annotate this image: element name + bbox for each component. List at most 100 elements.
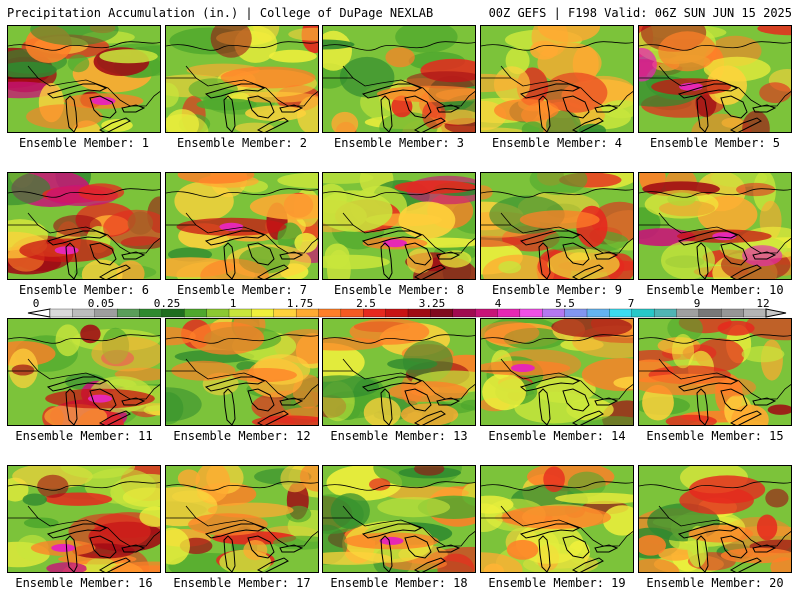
great-lake-outline xyxy=(65,95,78,132)
precip-band xyxy=(220,66,316,89)
border-line xyxy=(481,481,633,491)
great-lake-outline xyxy=(46,83,108,99)
great-lake-outline xyxy=(121,544,146,553)
border-line xyxy=(185,505,197,519)
border-line xyxy=(185,65,197,79)
ensemble-member-label: Ensemble Member: 1 xyxy=(18,136,150,150)
great-lake-outline xyxy=(98,557,131,572)
colorbar-swatch xyxy=(698,308,722,318)
precip-blob xyxy=(171,360,236,381)
precip-blob xyxy=(68,513,151,550)
border-line xyxy=(323,77,475,107)
colorbar-swatch xyxy=(452,308,476,318)
great-lake-outline xyxy=(594,397,619,406)
precip-band xyxy=(519,210,600,230)
ensemble-map-5 xyxy=(638,25,792,133)
precip-blob xyxy=(8,173,51,206)
precip-blob xyxy=(395,26,458,53)
colorbar-tick-label: 0.25 xyxy=(153,297,181,310)
great-lake-outline xyxy=(752,104,777,113)
precip-blob xyxy=(731,404,769,425)
precip-blob xyxy=(67,54,90,73)
colorbar-tick-label: 2.5 xyxy=(356,297,376,310)
colorbar-swatch xyxy=(743,308,767,318)
colorbar-swatch xyxy=(363,308,387,318)
precip-blob xyxy=(555,492,633,504)
precip-blob xyxy=(78,183,125,201)
great-lake-outline xyxy=(696,535,709,572)
great-lake-outline xyxy=(538,95,551,132)
precip-blob xyxy=(543,72,608,113)
ensemble-map-15 xyxy=(638,318,792,426)
great-lake-outline xyxy=(404,95,432,119)
precip-blob xyxy=(8,61,57,79)
great-lake-outline xyxy=(380,388,393,425)
great-lake-outline xyxy=(696,388,709,425)
colorbar-swatch xyxy=(273,308,297,318)
precip-blob xyxy=(658,547,693,561)
great-lake-outline xyxy=(677,523,739,539)
precip-blob xyxy=(601,100,633,119)
colorbar-tick-label: 0 xyxy=(32,297,40,310)
precip-blob xyxy=(437,553,475,572)
precip-blob xyxy=(26,104,103,130)
precip-blob xyxy=(756,514,778,541)
precip-max-core xyxy=(383,239,407,248)
ensemble-member-label: Ensemble Member: 11 xyxy=(15,429,153,443)
border-line xyxy=(8,188,160,198)
precip-blob xyxy=(567,471,606,497)
precip-blob xyxy=(639,47,657,82)
colorbar-tick-label: 3.25 xyxy=(418,297,446,310)
colorbar-tick-label: 0.05 xyxy=(87,297,115,310)
colorbar-swatch xyxy=(139,308,163,318)
great-lake-outline xyxy=(279,251,304,260)
great-lake-outline xyxy=(204,230,266,246)
ensemble-map-6 xyxy=(7,172,161,280)
precip-blob xyxy=(288,27,318,41)
precip-band xyxy=(688,525,754,543)
ensemble-member-label: Ensemble Member: 20 xyxy=(646,576,784,590)
precip-blob xyxy=(671,333,695,369)
great-lake-outline xyxy=(696,242,709,279)
colorbar-swatch xyxy=(251,308,275,318)
precip-blob xyxy=(23,517,59,529)
great-lake-outline xyxy=(121,104,146,113)
great-lake-outline xyxy=(519,83,581,99)
great-lake-outline xyxy=(696,95,709,132)
great-lake-outline xyxy=(247,95,275,119)
precip-max-core xyxy=(88,394,112,403)
colorbar-swatch xyxy=(676,308,700,318)
great-lake-outline xyxy=(571,410,604,425)
great-lake-outline xyxy=(204,376,266,392)
great-lake-outline xyxy=(89,388,117,412)
precip-blob xyxy=(210,26,252,58)
precip-blob xyxy=(103,209,160,246)
precip-blob xyxy=(717,320,755,336)
great-lake-outline xyxy=(380,535,393,572)
border-line xyxy=(481,41,633,51)
great-lake-outline xyxy=(380,242,393,279)
precip-blob xyxy=(44,403,108,425)
great-lake-outline xyxy=(89,95,117,119)
precip-blob xyxy=(506,539,539,560)
precip-blob xyxy=(323,254,390,270)
precip-blob xyxy=(406,71,475,89)
border-line xyxy=(323,188,475,198)
great-lake-outline xyxy=(562,95,590,119)
ensemble-map-13 xyxy=(322,318,476,426)
precip-blob xyxy=(268,49,317,63)
great-lake-outline xyxy=(404,388,432,412)
great-lake-outline xyxy=(562,242,590,266)
precip-blob xyxy=(116,260,145,279)
precip-blob xyxy=(529,173,588,196)
ensemble-member-label: Ensemble Member: 12 xyxy=(173,429,311,443)
great-lake-outline xyxy=(361,376,423,392)
border-line xyxy=(185,212,197,226)
ensemble-map-1 xyxy=(7,25,161,133)
great-lake-outline xyxy=(247,388,275,412)
great-lake-outline xyxy=(677,230,739,246)
border-line xyxy=(8,481,160,491)
precip-blob xyxy=(330,493,370,529)
colorbar-min-arrow xyxy=(27,308,51,318)
great-lake-outline xyxy=(571,264,604,279)
